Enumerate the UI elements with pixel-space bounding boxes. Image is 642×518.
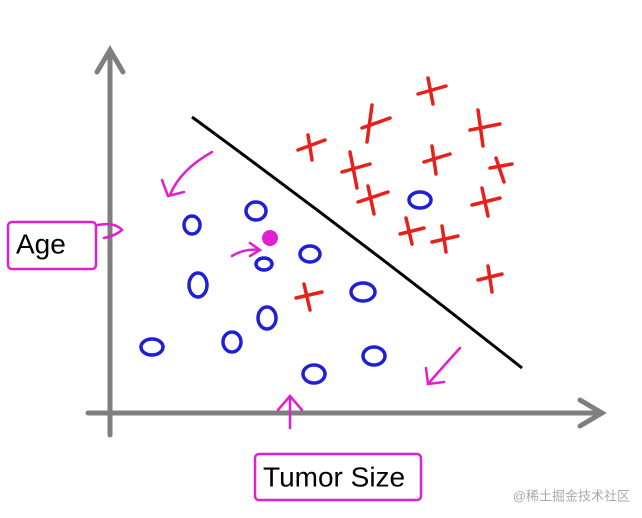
decision-boundary — [191, 115, 523, 370]
query-point — [262, 230, 278, 246]
y-axis-label: Age — [16, 228, 66, 259]
watermark: @稀土掘金技术社区 — [513, 488, 630, 503]
label-box — [253, 452, 423, 502]
label-box — [6, 220, 98, 271]
axes — [85, 45, 607, 438]
positive-examples — [294, 76, 514, 312]
annotation-arrows — [96, 150, 462, 430]
negative-examples — [139, 190, 433, 385]
x-axis-label: Tumor Size — [263, 461, 405, 492]
